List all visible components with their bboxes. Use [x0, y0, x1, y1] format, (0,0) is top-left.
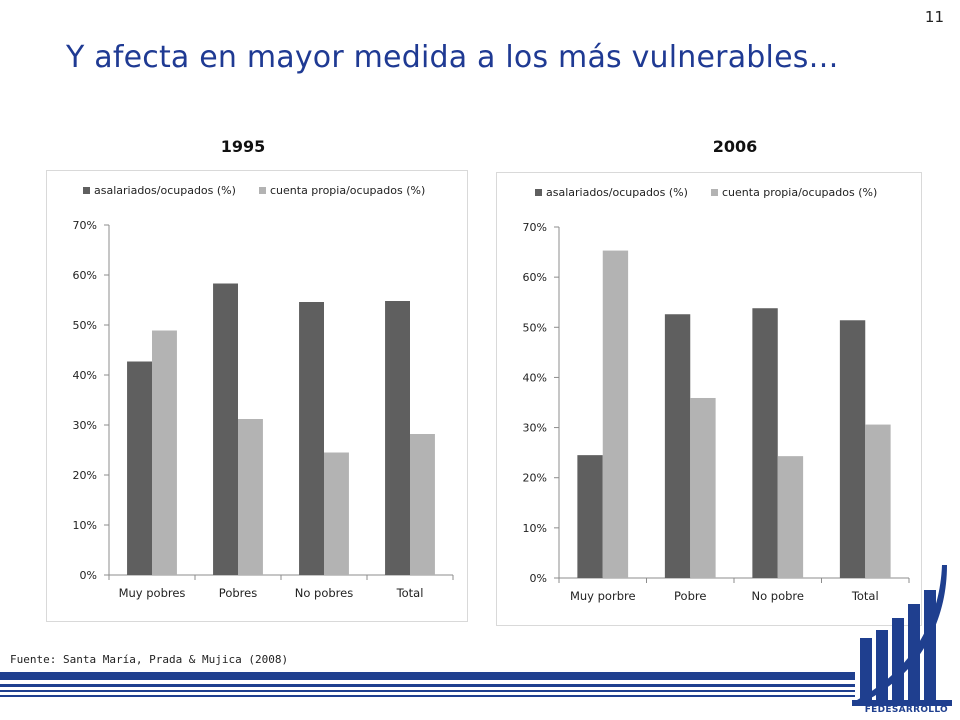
x-tick-label-1995-1: Muy pobres	[119, 586, 186, 600]
y-tick-label-2006-1: 10%	[523, 522, 547, 535]
y-tick-label-1995-0: 0%	[80, 569, 97, 582]
y-tick-label-2006-6: 60%	[523, 271, 547, 284]
y-tick-label-1995-7: 70%	[73, 219, 97, 232]
y-tick-label-1995-2: 20%	[73, 469, 97, 482]
bar-1995-1-3	[299, 302, 324, 575]
x-tick-label-2006-3: No pobre	[752, 589, 804, 603]
x-tick-label-1995-4: Total	[396, 586, 424, 600]
x-tick-label-2006-2: Pobre	[674, 589, 706, 603]
x-tick-label-2006-1: Muy porbre	[570, 589, 636, 603]
legend-swatch-2006-1	[535, 189, 542, 196]
footer-bar-top	[0, 672, 855, 680]
legend-swatch-2006-2	[711, 189, 718, 196]
chart-2006: asalariados/ocupados (%) cuenta propia/oc…	[496, 172, 922, 626]
legend-label-2006-2: cuenta propia/ocupados (%)	[722, 186, 877, 199]
y-tick-label-1995-3: 30%	[73, 419, 97, 432]
chart-1995-svg: asalariados/ocupados (%) cuenta propia/oc…	[73, 184, 454, 600]
slide-title: Y afecta en mayor medida a los más vulne…	[66, 40, 839, 75]
bar-1995-2-1	[152, 330, 177, 575]
bar-1995-2-4	[410, 434, 435, 575]
bar-2006-2-4	[865, 424, 891, 578]
x-tick-label-2006-4: Total	[851, 589, 879, 603]
y-tick-label-2006-3: 30%	[523, 422, 547, 435]
chart-2006-svg: asalariados/ocupados (%) cuenta propia/oc…	[523, 186, 910, 603]
fedesarrollo-logo-icon	[852, 565, 952, 706]
logo-text: FEDESARROLLO	[864, 705, 948, 715]
bar-2006-1-3	[752, 308, 778, 578]
chart-title-1995: 1995	[220, 137, 266, 156]
bar-1995-2-3	[324, 452, 349, 575]
y-tick-label-1995-6: 60%	[73, 269, 97, 282]
bar-1995-1-4	[385, 301, 410, 575]
bar-1995-2-2	[238, 419, 263, 575]
legend-label-1995-1: asalariados/ocupados (%)	[94, 184, 236, 197]
bar-2006-1-1	[577, 455, 603, 578]
y-tick-label-1995-1: 10%	[73, 519, 97, 532]
legend-swatch-1995-1	[83, 187, 90, 194]
bar-2006-2-3	[777, 456, 804, 578]
legend-label-2006-1: asalariados/ocupados (%)	[546, 186, 688, 199]
y-tick-label-2006-5: 50%	[523, 321, 547, 334]
y-tick-label-2006-0: 0%	[530, 572, 547, 585]
footer-bar-mid	[0, 684, 855, 687]
bar-2006-2-1	[602, 250, 629, 578]
y-tick-label-2006-7: 70%	[523, 221, 547, 234]
y-tick-label-1995-5: 50%	[73, 319, 97, 332]
y-tick-label-2006-4: 40%	[523, 371, 547, 384]
bar-2006-2-2	[690, 397, 716, 578]
x-tick-label-1995-2: Pobres	[219, 586, 257, 600]
chart-1995: asalariados/ocupados (%) cuenta propia/oc…	[46, 170, 468, 622]
legend-swatch-1995-2	[259, 187, 266, 194]
y-tick-label-2006-2: 20%	[523, 472, 547, 485]
bar-2006-1-2	[664, 314, 691, 578]
page-number: 11	[924, 8, 944, 26]
chart-title-2006: 2006	[712, 137, 758, 156]
bar-2006-1-4	[839, 320, 866, 578]
footer-bar-low	[0, 690, 855, 692]
bar-1995-1-2	[213, 283, 238, 575]
bar-1995-1-1	[127, 361, 152, 575]
footer-bar-bottom	[0, 695, 855, 697]
legend-label-1995-2: cuenta propia/ocupados (%)	[270, 184, 425, 197]
x-tick-label-1995-3: No pobres	[295, 586, 353, 600]
y-tick-label-1995-4: 40%	[73, 369, 97, 382]
source-note: Fuente: Santa María, Prada & Mujica (200…	[10, 653, 289, 666]
